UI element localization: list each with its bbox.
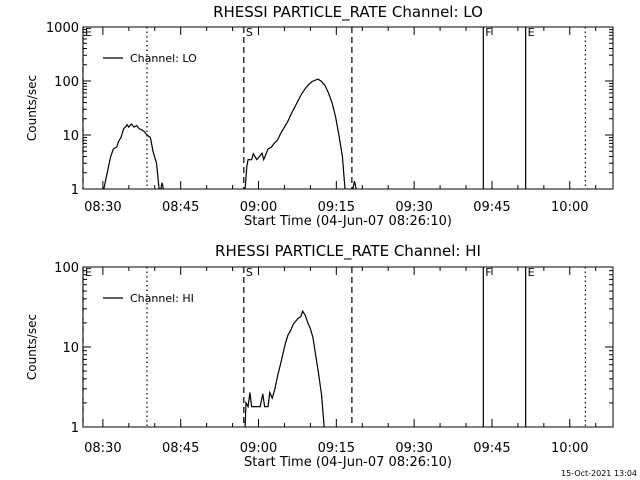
timestamp: 15-Oct-2021 13:04 [561,469,637,478]
y-tick-label: 1000 [46,21,79,36]
y-tick-label: 10 [62,129,79,144]
x-tick-label: 10:00 [551,441,588,456]
chart-title: RHESSI PARTICLE_RATE Channel: LO [213,3,483,22]
x-tick-label: 09:15 [318,200,355,215]
x-tick-label: 08:30 [84,200,121,215]
legend-label: Channel: HI [130,292,194,305]
legend-label: Channel: LO [130,52,197,65]
x-tick-label: 08:45 [162,200,199,215]
x-tick-label: 09:45 [473,441,510,456]
y-tick-label: 100 [54,261,79,276]
x-tick-label: 10:00 [551,200,588,215]
event-marker-label: F [485,266,491,279]
y-tick-label: 1 [71,421,79,436]
event-marker-label: S [246,26,253,39]
chart-title: RHESSI PARTICLE_RATE Channel: HI [215,242,481,261]
series-line [103,123,160,190]
event-marker-label: E [85,26,92,39]
x-tick-label: 08:45 [162,441,199,456]
panel-lo: RHESSI PARTICLE_RATE Channel: LO Counts/s… [25,3,614,229]
event-marker-label: E [528,26,535,39]
x-axis-label: Start Time (04-Jun-07 08:26:10) [244,455,452,470]
event-marker-label: E [528,266,535,279]
series-line [352,180,357,190]
x-tick-label: 09:45 [473,200,510,215]
event-marker-label: S [246,266,253,279]
y-tick-label: 10 [62,341,79,356]
y-tick-label: 1 [71,183,79,198]
y-tick-label: 100 [54,75,79,90]
series-line [244,78,346,190]
panel-hi: RHESSI PARTICLE_RATE Channel: HI Counts/s… [25,242,614,470]
x-tick-label: 09:00 [240,200,277,215]
x-tick-label: 09:15 [318,441,355,456]
x-tick-label: 09:30 [395,441,432,456]
y-axis-label: Counts/sec [25,314,39,380]
x-tick-label: 09:00 [240,441,277,456]
plot-frame [82,266,614,428]
x-tick-label: 08:30 [84,441,121,456]
x-axis-label: Start Time (04-Jun-07 08:26:10) [244,214,452,229]
event-marker-label: F [485,26,491,39]
series-line [244,309,325,428]
event-marker-label: E [85,266,92,279]
y-axis-label: Counts/sec [25,75,39,141]
series-line [160,182,164,190]
x-tick-label: 09:30 [395,200,432,215]
